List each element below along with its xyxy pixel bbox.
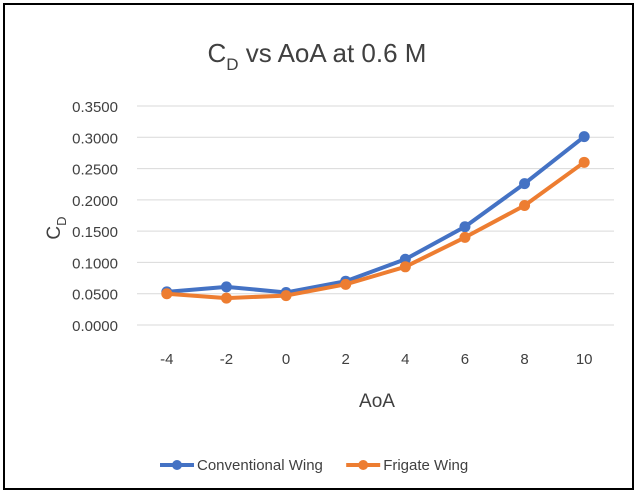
y-axis-label: CD — [44, 216, 69, 239]
data-point — [519, 178, 531, 190]
data-point — [220, 292, 232, 304]
x-tick-label: 6 — [461, 351, 469, 368]
series-layer — [161, 131, 590, 304]
series-line — [164, 134, 587, 295]
y-tick-label: 0.1500 — [72, 224, 118, 241]
chart-title-rest: vs AoA at 0.6 M — [239, 38, 427, 68]
y-tick-label: 0.2500 — [72, 162, 118, 179]
x-tick-label: 4 — [401, 351, 409, 368]
legend-label: Conventional Wing — [197, 457, 323, 474]
y-tick-labels: 0.0000 0.0500 0.1000 0.1500 0.2000 0.2500 0.30… — [72, 99, 118, 335]
legend: Conventional Wing Frigate Wing — [160, 457, 468, 474]
data-point — [459, 221, 471, 233]
data-point — [399, 261, 411, 273]
chart-title: CD vs AoA at 0.6 M — [208, 38, 427, 74]
data-point — [459, 231, 471, 243]
legend-marker — [172, 460, 182, 470]
legend-item: Conventional Wing — [160, 457, 323, 474]
x-axis-label: AoA — [359, 391, 395, 412]
y-axis-label-subscript: D — [54, 216, 69, 225]
data-point — [280, 290, 292, 302]
data-point — [161, 288, 173, 300]
y-tick-label: 0.3500 — [72, 99, 118, 116]
data-point — [578, 156, 590, 168]
series-frigate-wing — [161, 156, 590, 304]
data-point — [340, 278, 352, 290]
data-point — [220, 281, 232, 293]
data-point — [519, 199, 531, 211]
chart-title-main: C — [208, 38, 227, 68]
y-tick-label: 0.2000 — [72, 193, 118, 210]
x-tick-label: 10 — [576, 351, 593, 368]
legend-label: Frigate Wing — [383, 457, 468, 474]
x-tick-labels: -4 -2 0 2 4 6 8 10 — [160, 351, 592, 368]
y-axis-label-main: C — [44, 226, 65, 240]
x-tick-label: -2 — [220, 351, 233, 368]
y-tick-label: 0.0500 — [72, 287, 118, 304]
chart-frame — [3, 3, 634, 490]
series-conventional-wing — [161, 131, 590, 298]
chart-title-subscript: D — [226, 55, 238, 74]
legend-item: Frigate Wing — [346, 457, 468, 474]
x-tick-label: 2 — [342, 351, 350, 368]
x-tick-label: 0 — [282, 351, 290, 368]
y-tick-label: 0.1000 — [72, 255, 118, 272]
legend-marker — [358, 460, 369, 470]
y-tick-label: 0.0000 — [72, 318, 118, 335]
data-point — [578, 131, 590, 143]
series-line — [164, 160, 587, 301]
x-tick-label: 8 — [520, 351, 528, 368]
x-tick-label: -4 — [160, 351, 173, 368]
y-tick-label: 0.3000 — [72, 130, 118, 147]
gridlines — [137, 105, 614, 326]
